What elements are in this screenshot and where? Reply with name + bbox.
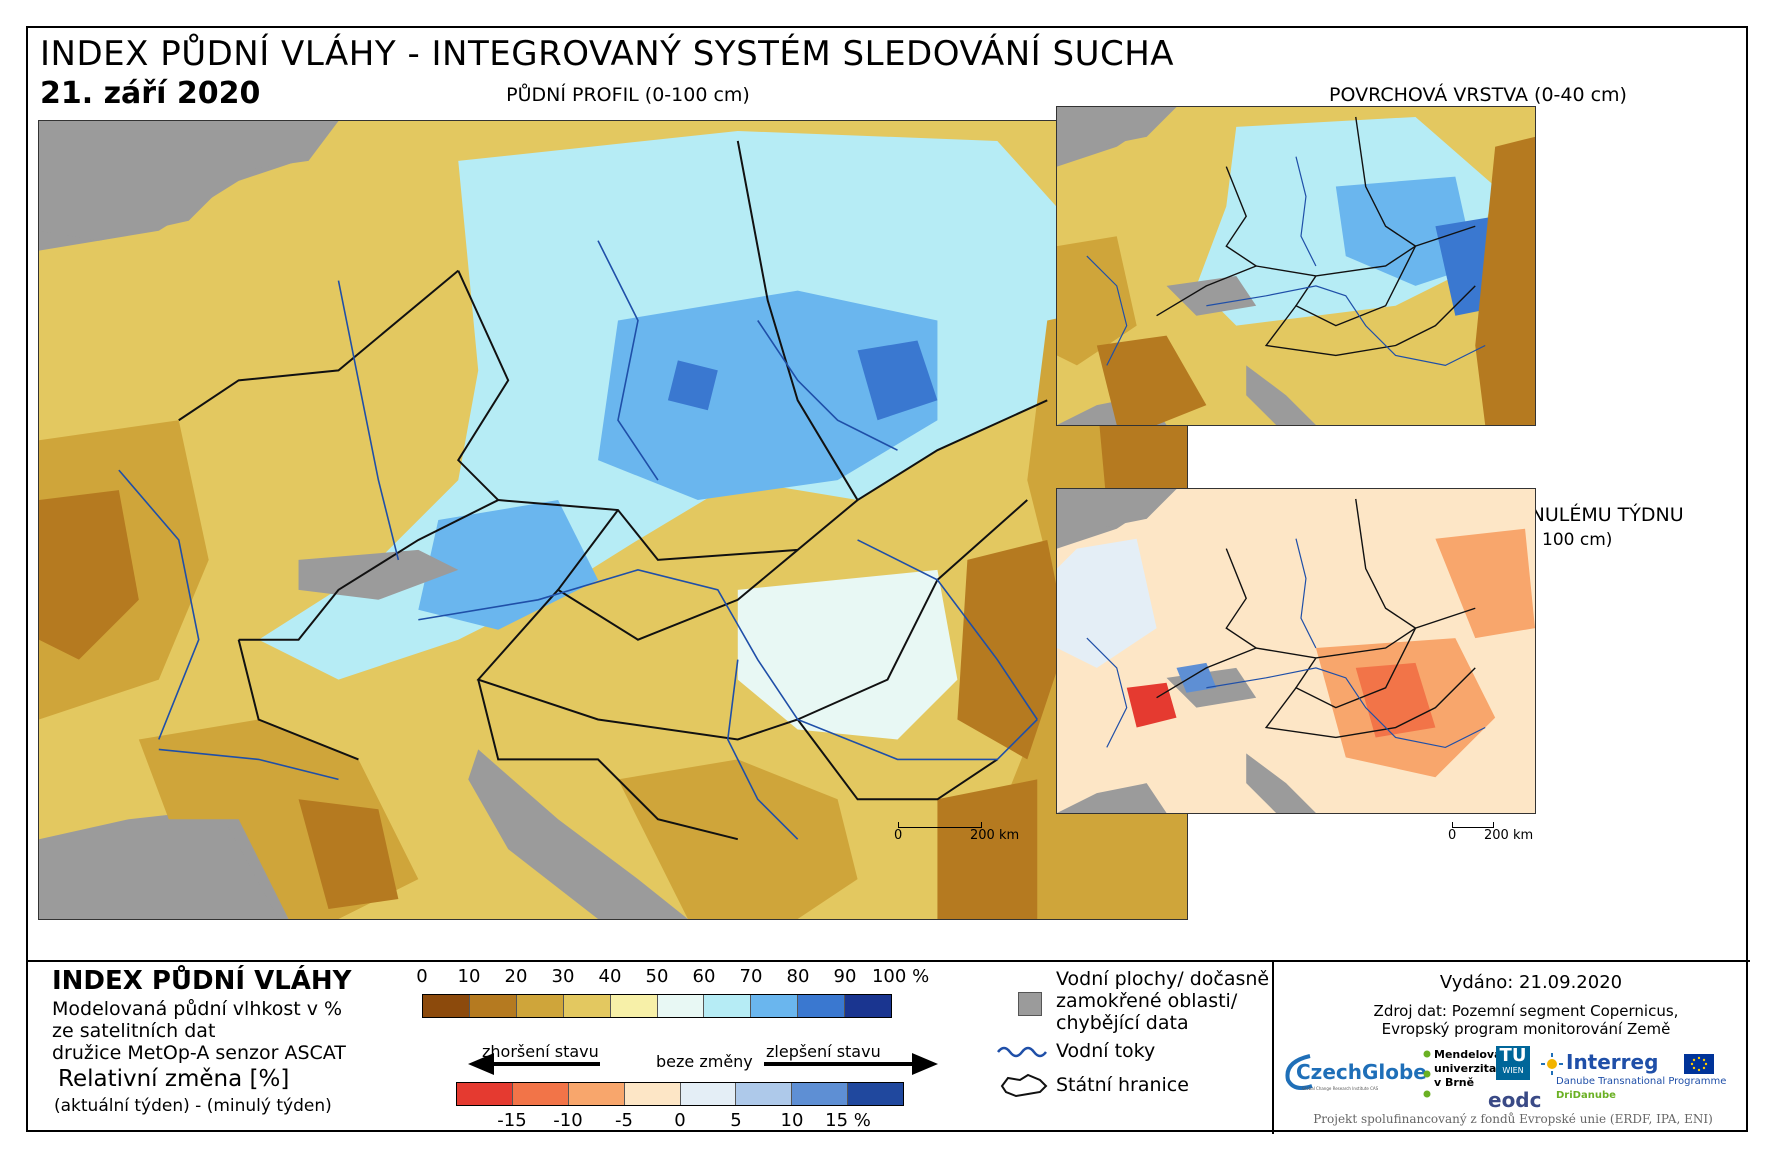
- legend-desc-3: družice MetOp-A senzor ASCAT: [52, 1042, 346, 1064]
- scale-tick: 5: [730, 1110, 742, 1131]
- change-swatch-4: [680, 1083, 737, 1105]
- czechglobe-logo[interactable]: CzechGlobe Global Change Research Instit…: [1282, 1050, 1427, 1098]
- mendel-line-1: Mendelova: [1434, 1048, 1502, 1061]
- surface-layer-map: [1056, 106, 1536, 426]
- scale-tick: 15 %: [825, 1110, 871, 1131]
- scale-tick: 10: [457, 966, 481, 987]
- interreg-logo[interactable]: Interreg Danube Transnational Programme …: [1540, 1046, 1750, 1106]
- scale-tick: -15: [497, 1110, 527, 1131]
- scale-tick: 40: [598, 966, 622, 987]
- index-swatch-2: [516, 995, 564, 1017]
- czechglobe-subtitle: Global Change Research Institute CAS: [1302, 1086, 1379, 1091]
- nochange-label: beze změny: [656, 1052, 753, 1071]
- issue-date-heading: 21. září 2020: [40, 76, 261, 111]
- relative-change-title: Relativní změna [%]: [58, 1066, 290, 1092]
- legend-panel: [28, 960, 1750, 1134]
- legend-desc-2: ze satelitních dat: [52, 1020, 216, 1042]
- change-swatch-3: [624, 1083, 681, 1105]
- czechglobe-name: CzechGlobe: [1296, 1060, 1427, 1084]
- eodc-logo[interactable]: eodc: [1488, 1088, 1542, 1112]
- main-map-label: PŮDNÍ PROFIL (0-100 cm): [506, 84, 750, 106]
- legend-divider: [1272, 960, 1274, 1134]
- change-scale-ticks: -15 -10 -5 0 5 10 15 %: [456, 1110, 904, 1132]
- change-swatch-5: [736, 1083, 793, 1105]
- scale-tick: 10: [780, 1110, 804, 1131]
- tu-wien-sub: WIEN: [1502, 1066, 1524, 1075]
- scale-tick: 70: [739, 966, 763, 987]
- change-direction-arrows: zhoršení stavu beze změny zlepšení stavu: [468, 1042, 938, 1078]
- water-area-label-2: zamokřené oblasti/: [1056, 990, 1238, 1012]
- change-color-scale: [456, 1082, 904, 1106]
- scale-tick: -5: [615, 1110, 633, 1131]
- water-area-label-1: Vodní plochy/ dočasně: [1056, 968, 1270, 990]
- scale-tick: 100 %: [871, 966, 930, 987]
- page-title: INDEX PŮDNÍ VLÁHY - INTEGROVANÝ SYSTÉM S…: [40, 34, 1175, 74]
- index-swatch-1: [469, 995, 517, 1017]
- small-scale-start: 0: [1448, 828, 1457, 843]
- mendel-line-3: v Brně: [1434, 1076, 1475, 1089]
- change-swatch-2: [568, 1083, 625, 1105]
- small-scale-end: 200 km: [1484, 828, 1534, 843]
- rivers-label: Vodní toky: [1056, 1040, 1156, 1062]
- scale-tick: 20: [504, 966, 528, 987]
- worse-label: zhoršení stavu: [482, 1042, 599, 1061]
- eu-flag-icon: [1684, 1054, 1714, 1074]
- index-swatch-7: [751, 995, 799, 1017]
- index-scale-ticks: 0 10 20 30 40 50 60 70 80 90 100 %: [416, 966, 929, 990]
- change-swatch-1: [512, 1083, 569, 1105]
- scale-tick: 60: [692, 966, 716, 987]
- interreg-name: Interreg: [1566, 1050, 1659, 1074]
- change-swatch-7: [848, 1083, 903, 1105]
- index-swatch-6: [704, 995, 752, 1017]
- scale-tick: 0: [674, 1110, 686, 1131]
- scale-tick: 90: [833, 966, 857, 987]
- index-swatch-3: [563, 995, 611, 1017]
- main-scale-start: 0: [894, 828, 903, 843]
- main-scale-end: 200 km: [970, 828, 1020, 843]
- change-swatch-6: [792, 1083, 849, 1105]
- dridanube-label: DriDanube: [1556, 1090, 1616, 1101]
- change-swatch-0: [457, 1083, 513, 1105]
- czechglobe-swoosh-icon: [1285, 1054, 1313, 1090]
- worse-arrow-icon: [468, 1053, 494, 1075]
- better-arrow-icon: [912, 1053, 938, 1075]
- legend-title: INDEX PŮDNÍ VLÁHY: [52, 966, 352, 996]
- river-line-icon: [997, 1046, 1047, 1058]
- index-swatch-4: [610, 995, 658, 1017]
- scale-tick: 50: [645, 966, 669, 987]
- legend-desc-1: Modelovaná půdní vlhkost v %: [52, 998, 343, 1020]
- index-swatch-8: [798, 995, 846, 1017]
- scale-tick: -10: [553, 1110, 583, 1131]
- figure-frame: INDEX PŮDNÍ VLÁHY - INTEGROVANÝ SYSTÉM S…: [26, 26, 1750, 1134]
- interreg-programme: Danube Transnational Programme: [1556, 1076, 1727, 1087]
- water-area-label-3: chybějící data: [1056, 1012, 1189, 1034]
- scale-tick: 80: [786, 966, 810, 987]
- mendel-university-logo[interactable]: Mendelova univerzita v Brně: [1420, 1048, 1502, 1104]
- funding-note: Projekt spolufinancovaný z fondů Evropsk…: [1313, 1112, 1713, 1126]
- relative-change-subtitle: (aktuální týden) - (minulý týden): [54, 1096, 332, 1116]
- better-label: zlepšení stavu: [766, 1042, 881, 1061]
- mendel-line-2: univerzita: [1434, 1062, 1497, 1075]
- surface-map-label: POVRCHOVÁ VRSTVA (0-40 cm): [1329, 84, 1627, 106]
- borders-label: Státní hranice: [1056, 1074, 1189, 1096]
- tu-wien-mark: TU: [1499, 1045, 1527, 1066]
- index-swatch-0: [423, 995, 470, 1017]
- tu-wien-logo[interactable]: TU WIEN: [1496, 1046, 1530, 1080]
- data-source-line-1: Zdroj dat: Pozemní segment Copernicus,: [1373, 1002, 1679, 1020]
- index-swatch-5: [657, 995, 705, 1017]
- data-source-line-2: Evropský program monitorování Země: [1381, 1020, 1671, 1038]
- index-swatch-9: [845, 995, 892, 1017]
- relative-change-map: [1056, 488, 1536, 814]
- mendel-dots-icon: [1423, 1050, 1431, 1098]
- water-area-swatch: [1018, 992, 1042, 1016]
- main-soil-moisture-map: [38, 120, 1188, 920]
- index-color-scale: [422, 994, 892, 1018]
- scale-tick: 0: [416, 966, 428, 987]
- border-outline-icon: [1000, 1073, 1048, 1098]
- data-source: Zdroj dat: Pozemní segment Copernicus, E…: [1306, 1002, 1746, 1038]
- interreg-sun-icon: [1541, 1053, 1563, 1075]
- issued-date: Vydáno: 21.09.2020: [1439, 972, 1623, 993]
- scale-tick: 30: [551, 966, 575, 987]
